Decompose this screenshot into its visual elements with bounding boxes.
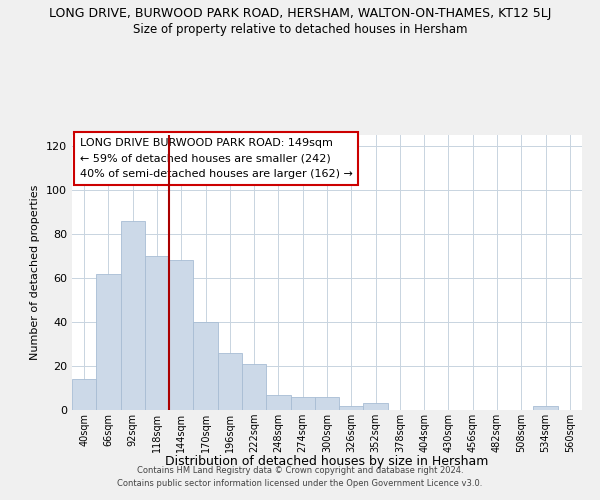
Bar bbox=[96, 274, 121, 410]
Text: Contains HM Land Registry data © Crown copyright and database right 2024.
Contai: Contains HM Land Registry data © Crown c… bbox=[118, 466, 482, 487]
Text: Size of property relative to detached houses in Hersham: Size of property relative to detached ho… bbox=[133, 22, 467, 36]
Bar bbox=[290, 397, 315, 410]
Bar bbox=[315, 397, 339, 410]
Bar bbox=[364, 404, 388, 410]
Bar bbox=[339, 406, 364, 410]
Y-axis label: Number of detached properties: Number of detached properties bbox=[31, 185, 40, 360]
Text: LONG DRIVE, BURWOOD PARK ROAD, HERSHAM, WALTON-ON-THAMES, KT12 5LJ: LONG DRIVE, BURWOOD PARK ROAD, HERSHAM, … bbox=[49, 8, 551, 20]
Bar bbox=[242, 364, 266, 410]
Bar bbox=[72, 379, 96, 410]
Bar bbox=[266, 394, 290, 410]
Text: LONG DRIVE BURWOOD PARK ROAD: 149sqm
← 59% of detached houses are smaller (242)
: LONG DRIVE BURWOOD PARK ROAD: 149sqm ← 5… bbox=[80, 138, 353, 179]
Bar bbox=[121, 221, 145, 410]
Text: Distribution of detached houses by size in Hersham: Distribution of detached houses by size … bbox=[166, 455, 488, 468]
Bar bbox=[533, 406, 558, 410]
Bar bbox=[169, 260, 193, 410]
Bar bbox=[145, 256, 169, 410]
Bar bbox=[218, 353, 242, 410]
Bar bbox=[193, 322, 218, 410]
